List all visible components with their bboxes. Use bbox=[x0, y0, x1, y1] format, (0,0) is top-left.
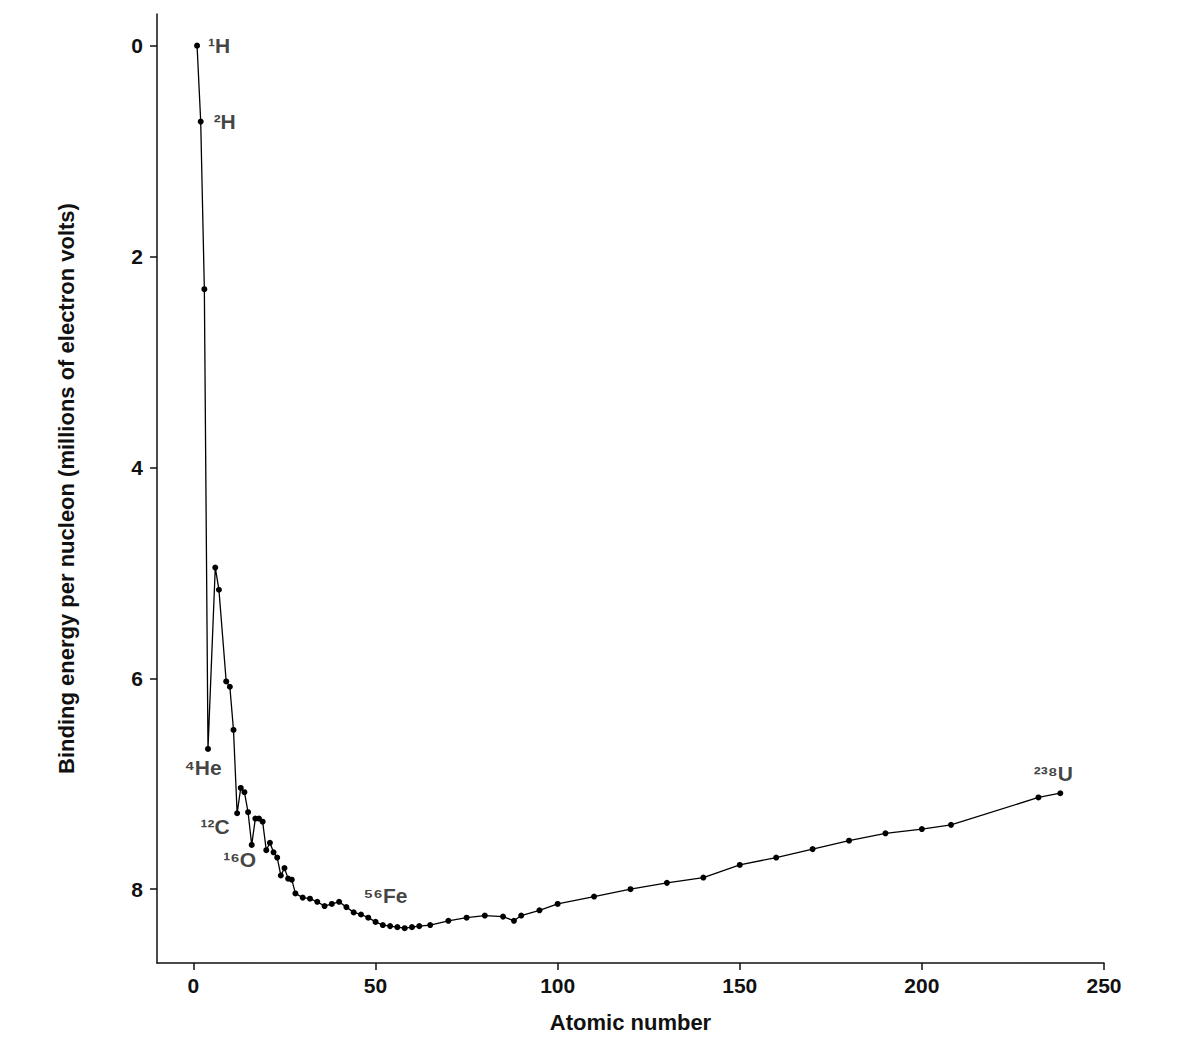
svg-text:100: 100 bbox=[540, 974, 575, 997]
svg-text:4: 4 bbox=[131, 456, 143, 479]
svg-text:⁴He: ⁴He bbox=[184, 756, 221, 779]
svg-text:2: 2 bbox=[131, 245, 143, 268]
svg-text:50: 50 bbox=[364, 974, 387, 997]
svg-text:⁵⁶Fe: ⁵⁶Fe bbox=[363, 884, 407, 907]
svg-text:6: 6 bbox=[131, 667, 143, 690]
svg-text:150: 150 bbox=[722, 974, 757, 997]
svg-text:¹⁶O: ¹⁶O bbox=[223, 848, 256, 871]
svg-text:250: 250 bbox=[1086, 974, 1121, 997]
svg-text:¹²C: ¹²C bbox=[201, 815, 230, 838]
svg-text:²H: ²H bbox=[214, 110, 236, 133]
svg-text:²³⁸U: ²³⁸U bbox=[1034, 762, 1073, 785]
svg-text:0: 0 bbox=[188, 974, 200, 997]
svg-text:Atomic number: Atomic number bbox=[550, 1010, 712, 1035]
svg-text:Binding energy per nucleon (mi: Binding energy per nucleon (millions of … bbox=[54, 203, 79, 774]
svg-text:200: 200 bbox=[904, 974, 939, 997]
svg-text:0: 0 bbox=[131, 34, 143, 57]
svg-text:8: 8 bbox=[131, 878, 143, 901]
svg-text:¹H: ¹H bbox=[208, 34, 230, 57]
